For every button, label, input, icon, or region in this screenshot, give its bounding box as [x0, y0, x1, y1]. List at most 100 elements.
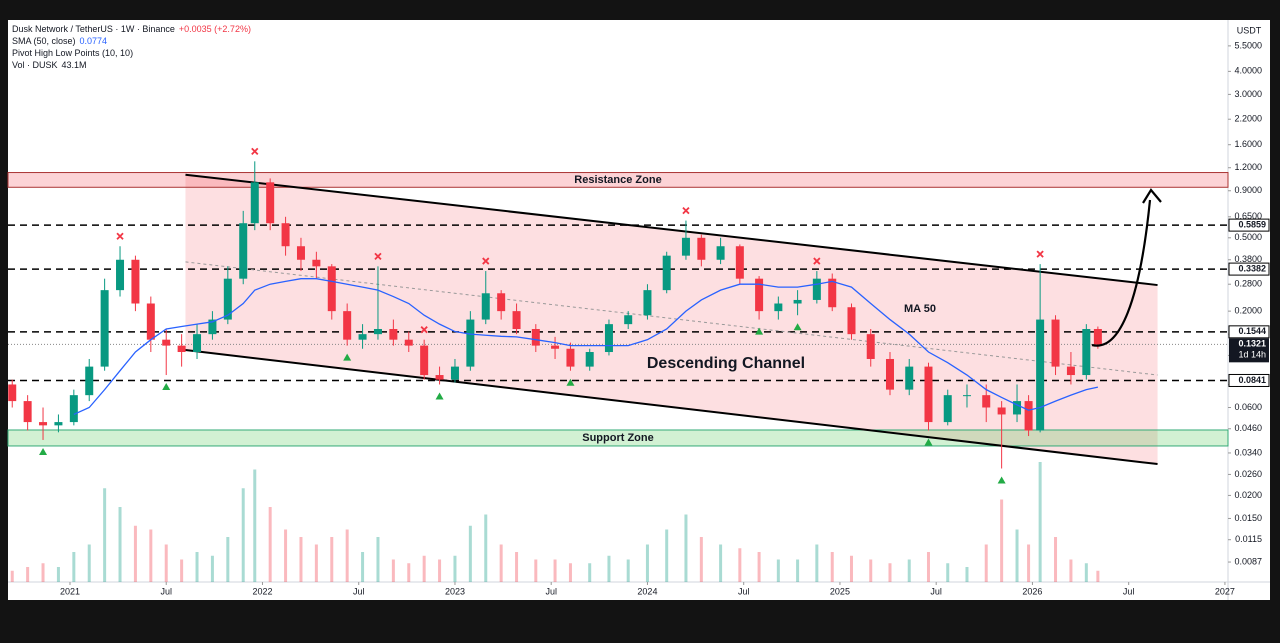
volume-bar [284, 529, 288, 582]
x-tick-label: Jul [1123, 586, 1135, 596]
volume-bar [534, 559, 538, 582]
y-tick-label: 0.9000 [1234, 185, 1262, 195]
legend-row: Dusk Network / TetherUS · 1W · Binance +0… [12, 23, 255, 35]
volume-bar [314, 544, 318, 582]
x-tick-label: Jul [160, 586, 172, 596]
candle-body [358, 334, 367, 340]
pivot-low [39, 447, 48, 455]
candle-body [239, 223, 248, 279]
y-tick-label: 0.0150 [1234, 513, 1262, 523]
x-tick-label: 2027 [1215, 586, 1235, 596]
volume-value: 43.1M [61, 60, 87, 70]
candle-body [116, 259, 125, 291]
channel-fill [185, 174, 1158, 465]
volume-bar [588, 563, 592, 582]
x-tick-label: 2021 [60, 586, 80, 596]
y-tick-label: 4.0000 [1234, 66, 1262, 76]
candle-body [812, 278, 821, 300]
volume-bar [607, 555, 611, 582]
pivot-low [755, 327, 764, 335]
y-tick-label: 0.0115 [1235, 534, 1262, 544]
volume-bar [946, 563, 950, 582]
candle-body [177, 345, 186, 353]
volume-bar [268, 507, 272, 582]
candle-body [866, 334, 875, 359]
candle-body [716, 246, 725, 260]
pivot-high [482, 257, 490, 265]
change: +0.0035 (+2.72%) [178, 24, 251, 34]
volume-bar [1096, 570, 1100, 582]
volume-bar [1054, 537, 1058, 582]
candle-body [1066, 366, 1075, 376]
zone-label: Support Zone [582, 432, 654, 444]
volume-bar [830, 552, 834, 582]
y-tick-label: 0.5000 [1234, 232, 1262, 242]
chart-background [8, 20, 1270, 600]
volume-bar [133, 525, 137, 582]
volume-bar [499, 544, 503, 582]
candle-body [23, 401, 32, 423]
volume-bar [330, 537, 334, 582]
level-tag [1228, 373, 1270, 387]
candle-body [828, 278, 837, 308]
candle-body [643, 290, 652, 316]
volume-label: Vol · DUSK [12, 60, 58, 70]
level-tag [1228, 262, 1270, 276]
volume-bar [72, 552, 76, 582]
level-label: 0.5859 [1238, 219, 1266, 229]
candle-body [997, 407, 1006, 415]
candle-body [54, 422, 63, 426]
volume-bar [984, 544, 988, 582]
countdown: 1d 14h [1238, 350, 1266, 360]
level-label: 0.0841 [1238, 375, 1266, 385]
candle-body [373, 328, 382, 335]
x-tick-label: 2022 [252, 586, 272, 596]
axis-layer: 5.5000 4.0000 3.0000 2.2000 1.6000 1.2000 0.90… [60, 40, 1270, 596]
support-zone [7, 429, 1229, 447]
candle-body [223, 278, 232, 320]
volume-bar [888, 563, 892, 582]
forecast-arrow-head [1142, 188, 1162, 204]
volume-layer [10, 462, 1100, 582]
volume-bar [376, 537, 380, 582]
volume-bar [149, 529, 153, 582]
zone-label: Resistance Zone [574, 174, 661, 186]
candle-body [497, 293, 506, 312]
channel-label: Descending Channel [647, 355, 805, 372]
candle-body [793, 299, 802, 304]
pivot-low [924, 438, 933, 446]
candle-body [343, 311, 352, 340]
y-tick-label: 0.0260 [1234, 469, 1262, 479]
candle-body [585, 352, 594, 367]
level-label: 0.1544 [1238, 326, 1266, 336]
volume-bar [26, 567, 30, 582]
ma-label: MA 50 [904, 303, 936, 315]
candle-body [420, 345, 429, 376]
candle-body [624, 315, 633, 325]
volume-bar [1015, 529, 1019, 582]
candle-body [962, 395, 971, 397]
candle-body [604, 324, 613, 353]
candle-body [697, 237, 706, 260]
volume-bar [738, 548, 742, 582]
candle-body [85, 366, 94, 396]
forecast-arrow [1091, 199, 1152, 347]
candle-body [512, 311, 521, 329]
candle-body [146, 303, 155, 340]
channel-line [185, 173, 1158, 287]
x-tick-label: Jul [738, 586, 750, 596]
volume-bar [468, 525, 472, 582]
x-tick-label: Jul [545, 586, 557, 596]
volume-bar [796, 559, 800, 582]
candle-body [905, 366, 914, 390]
candle-body [982, 395, 991, 408]
volume-bar [391, 559, 395, 582]
volume-bar [484, 514, 488, 582]
x-tick-label: 2023 [445, 586, 465, 596]
candle-body [435, 375, 444, 380]
pivot-high [1036, 250, 1044, 258]
candle-body [250, 182, 259, 224]
y-tick-label: 0.2000 [1234, 306, 1262, 316]
y-tick-label: 1.6000 [1234, 139, 1262, 149]
